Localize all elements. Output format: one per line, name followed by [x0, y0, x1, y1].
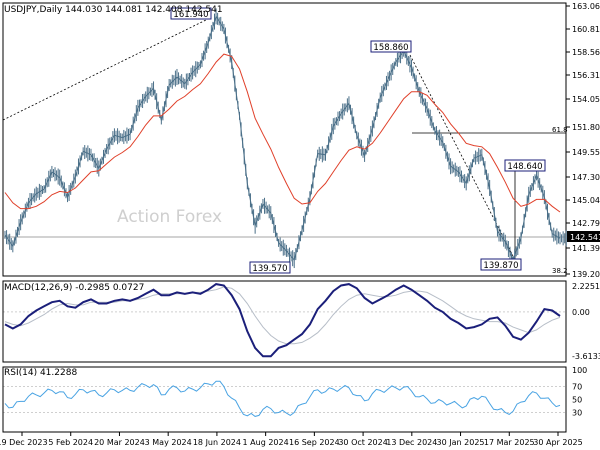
x-tick-label: 1 Aug 2024 — [243, 438, 289, 447]
rsi-tick-label: 50 — [572, 396, 582, 405]
series-lines — [4, 8, 567, 417]
level-label: 158.860 — [373, 43, 408, 53]
price-overlay — [2, 17, 566, 264]
pane-frame-0 — [2, 2, 567, 277]
level-label-box — [370, 40, 412, 53]
y-tick-label: 139.205 — [572, 270, 600, 279]
macd-line — [4, 283, 561, 358]
x-tick-label: 13 Dec 2024 — [386, 438, 437, 447]
price-line — [4, 15, 561, 262]
level-label-box — [249, 261, 291, 274]
last-price-box — [567, 231, 600, 242]
y-tick-label: 160.815 — [572, 25, 600, 34]
level-label-box — [504, 159, 546, 172]
chart-header: USDJPY,Daily 144.030 144.081 142.408 142… — [4, 5, 223, 15]
x-tick-label: 30 Apr 2025 — [533, 438, 582, 447]
pane-frame-2 — [2, 366, 567, 433]
y-tick-label: 142.795 — [572, 219, 600, 228]
y-tick-label: 154.055 — [572, 95, 600, 104]
x-tick-label: 30 Oct 2024 — [338, 438, 387, 447]
level-label-box — [480, 258, 522, 271]
rsi-tick-label: 100 — [572, 366, 587, 375]
pane-frames — [2, 2, 567, 433]
level-label-box — [170, 7, 212, 20]
macd-tick-label: 0.00 — [572, 308, 590, 317]
x-tick-label: 16 Sep 2024 — [289, 438, 340, 447]
macd-tick-label: -3.6133 — [572, 352, 600, 361]
last-price-label: 142.541 — [570, 233, 600, 242]
level-label: 161.940 — [173, 10, 208, 20]
level-label: 139.870 — [483, 261, 518, 271]
x-tick-label: 20 Mar 2024 — [94, 438, 145, 447]
y-tick-label: 145.045 — [572, 196, 600, 205]
pane-frame-1 — [2, 280, 567, 363]
macd-label: MACD(12,26,9) -0.2985 0.0727 — [4, 283, 144, 293]
rsi-label: RSI(14) 41.2288 — [4, 368, 77, 378]
y-tick-label: 141.395 — [572, 244, 600, 253]
ema-line — [4, 53, 561, 213]
y-tick-label: 151.805 — [572, 123, 600, 132]
level-label: 139.570 — [252, 264, 287, 274]
fib-label-61: 61.8 — [552, 126, 568, 134]
x-tick-label: 18 Jun 2024 — [193, 438, 241, 447]
y-tick-label: 163.065 — [572, 2, 600, 11]
trendline-2024-2025 — [409, 54, 517, 263]
grid-lines — [3, 311, 566, 413]
y-tick-label: 149.550 — [572, 148, 600, 157]
macd-signal-line — [4, 286, 561, 345]
rsi-line — [4, 380, 561, 417]
rsi-tick-label: 30 — [572, 409, 582, 418]
rsi-tick-label: 70 — [572, 383, 582, 392]
y-tick-label: 147.300 — [572, 173, 600, 182]
fib-label-38: 38.2 — [552, 267, 568, 275]
x-tick-label: 17 Mar 2025 — [484, 438, 535, 447]
level-label: 148.640 — [507, 162, 542, 172]
y-tick-label: 156.310 — [572, 71, 600, 80]
x-tick-label: 5 Feb 2024 — [48, 438, 93, 447]
watermark: Action Forex — [117, 207, 222, 227]
x-tick-label: 30 Jan 2025 — [437, 438, 485, 447]
macd-tick-label: 2.2251 — [572, 282, 600, 291]
level-labels: 61.8 38.2 161.940 139.570 158.860 148.640 139.… — [170, 7, 600, 275]
x-tick-label: 19 Dec 2023 — [0, 438, 48, 447]
y-tick-label: 158.560 — [572, 48, 600, 57]
trendline-2023-2024 — [2, 17, 211, 121]
x-tick-label: 3 May 2024 — [145, 438, 192, 447]
